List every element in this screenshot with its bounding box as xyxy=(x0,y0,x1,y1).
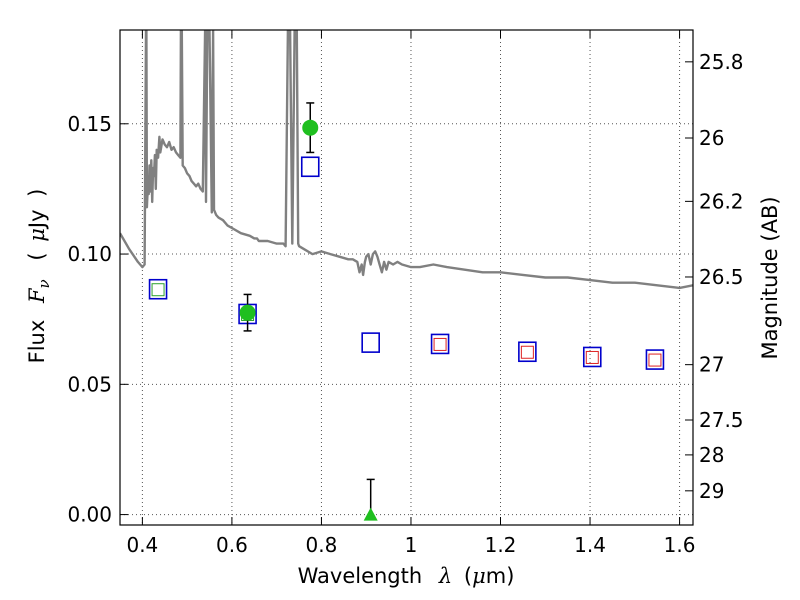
model-box xyxy=(300,156,320,178)
x-axis-label: Wavelength λ (μm) xyxy=(298,564,515,588)
axis-ticks: 0.4 0.6 0.8 1 1.2 1.4 1.6 0.00 0.05 0.10 0.15 25.8 2… xyxy=(67,30,744,557)
y-tick-label: 0.05 xyxy=(67,372,112,396)
x-tick-label: 1 xyxy=(405,533,418,557)
model-box xyxy=(361,332,380,353)
grid xyxy=(120,30,693,525)
y-axis-label-symbol: F xyxy=(25,287,49,304)
observed-point xyxy=(239,304,256,321)
y-tick-label: 0.15 xyxy=(67,112,112,136)
y-axis-label-unit-open: ( xyxy=(25,252,49,260)
x-tick-label: 1.4 xyxy=(574,533,606,557)
y-tick-label: 0.00 xyxy=(67,503,112,527)
plot-background xyxy=(120,30,693,525)
x-tick-label: 1.2 xyxy=(485,533,517,557)
x-axis-label-unit-rest: m) xyxy=(486,564,515,588)
magnitude-tick-label: 27.5 xyxy=(699,408,744,432)
magnitude-tick-label: 26.2 xyxy=(699,189,744,213)
x-axis-label-unit-open: ( xyxy=(464,564,472,588)
plot-frame xyxy=(119,29,694,526)
upper-limit-marker xyxy=(363,507,378,521)
x-tick-label: 0.8 xyxy=(306,533,338,557)
observed-point xyxy=(302,119,319,136)
model-inner-box xyxy=(433,337,447,351)
y-axis-label-subscript: ν xyxy=(35,279,53,288)
model-inner-box xyxy=(648,353,662,367)
y-tick-label: 0.10 xyxy=(67,242,112,266)
model-inner-box xyxy=(151,283,165,297)
magnitude-tick-label: 28 xyxy=(699,443,724,467)
x-axis-label-text: Wavelength xyxy=(298,564,423,588)
model-box xyxy=(645,349,665,370)
model-inner-box xyxy=(585,350,599,364)
x-tick-label: 0.4 xyxy=(126,533,158,557)
spectrum-line xyxy=(120,30,693,290)
x-tick-label: 1.6 xyxy=(664,533,696,557)
x-tick-label: 0.6 xyxy=(216,533,248,557)
template-spectrum xyxy=(120,30,693,290)
y-axis-label-unit-close: ) xyxy=(25,189,49,197)
model-box xyxy=(148,278,168,300)
magnitude-axis-label: Magnitude (AB) xyxy=(758,196,782,359)
y-axis-label-unit-rest: Jy xyxy=(25,209,49,230)
x-axis-label-symbol: λ xyxy=(438,564,452,588)
data-points xyxy=(148,102,665,521)
y-axis-label-unit-mu: μ xyxy=(25,228,49,242)
model-box xyxy=(430,333,450,355)
model-inner-box xyxy=(520,345,534,359)
magnitude-tick-label: 27 xyxy=(699,353,724,377)
x-axis-label-unit-mu: μ xyxy=(472,564,486,588)
y-axis-label: Flux Fν ( μJy ) xyxy=(25,189,54,364)
model-box xyxy=(582,346,602,368)
magnitude-tick-label: 26 xyxy=(699,126,724,150)
magnitude-tick-label: 29 xyxy=(699,479,724,503)
magnitude-tick-label: 26.5 xyxy=(699,265,744,289)
model-box xyxy=(518,341,537,363)
magnitude-tick-label: 25.8 xyxy=(699,50,744,74)
y-axis-label-text: Flux xyxy=(25,320,49,364)
